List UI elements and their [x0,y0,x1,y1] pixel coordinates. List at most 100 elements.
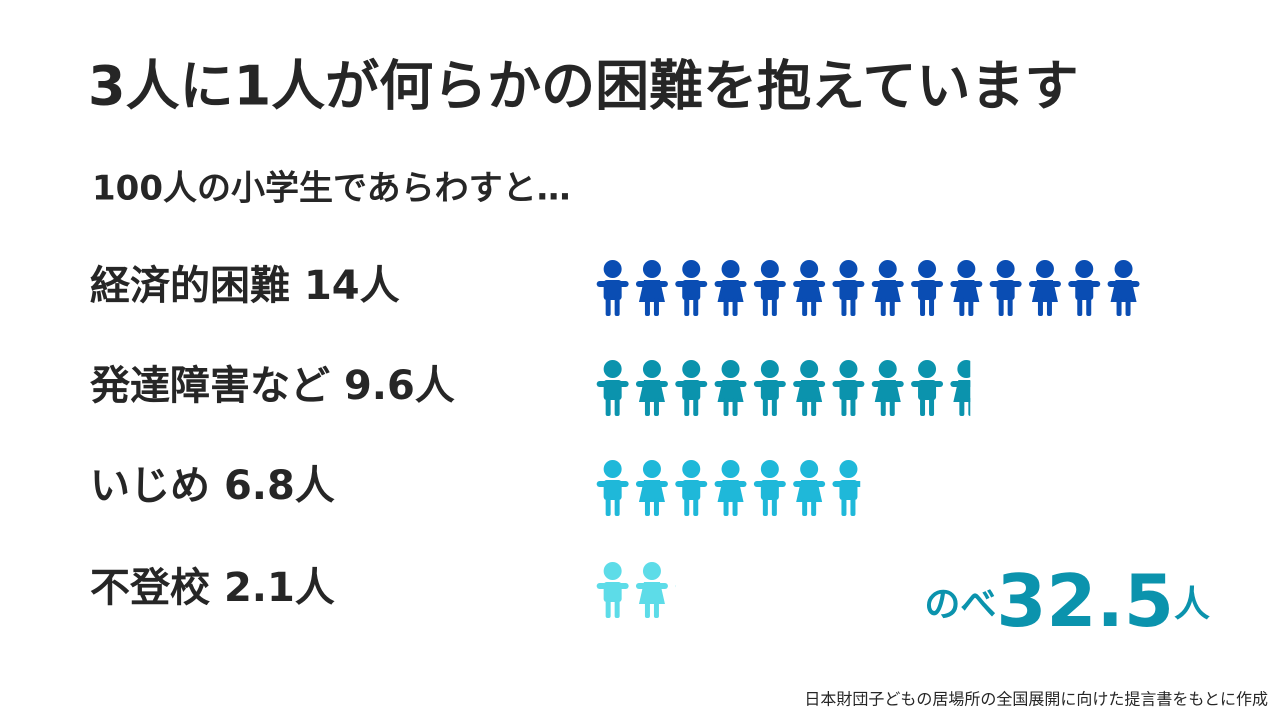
leg [693,498,699,516]
head [682,562,700,580]
spacer [330,363,344,409]
pictogram-row [596,460,861,516]
leg [889,298,895,316]
leg [1037,298,1043,316]
leg [802,498,808,516]
leg [644,600,650,618]
head [642,260,661,278]
arms [950,381,971,387]
leg [771,398,777,416]
leg [653,600,659,618]
arms [596,583,629,589]
leg [614,600,620,618]
leg [693,298,699,316]
arms [832,481,861,487]
leg [850,498,856,516]
arms [675,381,708,387]
arms [714,481,747,487]
leg [732,398,738,416]
leg [889,398,895,416]
leg [850,298,856,316]
leg [653,298,659,316]
arms [635,583,668,589]
value-label: 9.6人 [344,363,455,409]
arms [675,584,676,588]
leg [959,398,965,416]
leg [684,298,690,316]
arms [793,381,826,387]
arms [596,481,629,487]
leg [614,498,620,516]
spacer [210,463,224,509]
leg [841,298,847,316]
subtitle: 100人の小学生であらわすと… [92,169,571,209]
total-value: 32.5 [996,559,1174,643]
head [957,360,971,378]
row-label: 経済的困難 14人 [90,263,400,309]
row-label: 発達障害など 9.6人 [90,363,455,409]
leg [811,498,817,516]
arms [1068,281,1101,287]
head [642,562,661,580]
leg [605,600,611,618]
arms [596,281,629,287]
value-label: 2.1人 [224,565,335,611]
leg [920,298,926,316]
leg [1007,298,1013,316]
leg [771,298,777,316]
head [839,360,858,378]
leg [684,600,689,618]
leg [959,298,965,316]
arms [635,381,668,387]
arms [714,281,747,287]
leg [880,398,886,416]
head [760,460,779,478]
arms [753,481,786,487]
arms [596,381,629,387]
leg [684,498,690,516]
total-prefix: のべ [924,584,996,625]
leg [653,398,659,416]
arms [675,281,708,287]
leg [802,398,808,416]
arms [1028,281,1061,287]
leg [811,298,817,316]
arms [635,481,668,487]
body [682,582,700,602]
total-unit: 人 [1174,584,1210,625]
value-label: 6.8人 [224,463,335,509]
head [721,360,740,378]
leg [723,498,729,516]
arms [635,281,668,287]
arms [753,281,786,287]
leg [880,298,886,316]
leg [1086,298,1092,316]
arms [871,281,904,287]
spacer [210,565,224,611]
leg [723,298,729,316]
leg [605,498,611,516]
arms [675,481,708,487]
leg [1125,298,1131,316]
leg [605,398,611,416]
leg [723,398,729,416]
leg [762,298,768,316]
head [957,260,976,278]
leg [841,498,847,516]
value-label: 14人 [304,263,400,309]
head [800,460,819,478]
head [800,260,819,278]
leg [929,298,935,316]
head [1075,260,1094,278]
leg [968,398,971,416]
row-label: 不登校 2.1人 [90,565,335,611]
leg [653,498,659,516]
leg [1116,298,1122,316]
head [918,260,937,278]
head [682,260,701,278]
head [642,360,661,378]
arms [793,281,826,287]
leg [644,498,650,516]
head [878,360,897,378]
arms [950,281,983,287]
